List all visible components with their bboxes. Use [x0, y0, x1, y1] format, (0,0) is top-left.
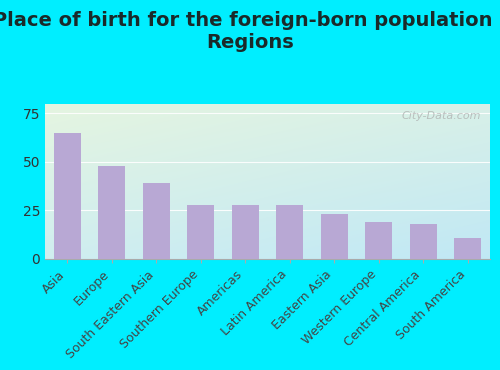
Bar	[188, 205, 214, 259]
Bar	[276, 205, 303, 259]
Bar	[366, 222, 392, 259]
Bar	[454, 238, 481, 259]
Bar	[410, 224, 436, 259]
Bar	[232, 205, 258, 259]
Bar	[98, 166, 125, 259]
Text: City-Data.com: City-Data.com	[402, 111, 481, 121]
Bar	[54, 133, 80, 259]
Bar	[143, 183, 170, 259]
Bar	[321, 214, 347, 259]
Text: Place of birth for the foreign-born population -
Regions: Place of birth for the foreign-born popu…	[0, 11, 500, 52]
